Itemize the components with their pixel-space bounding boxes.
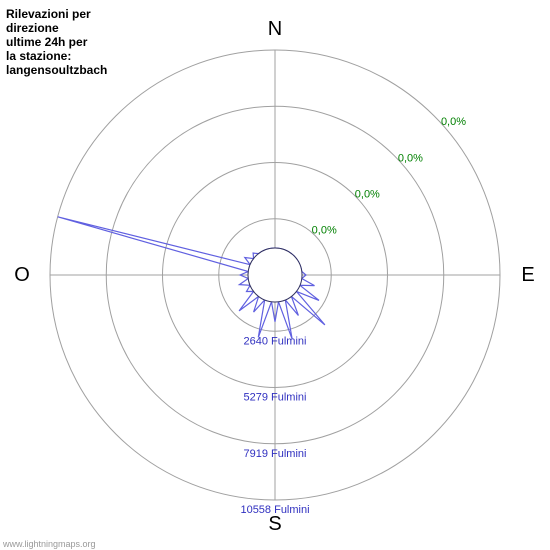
ring-label-upper: 0,0% xyxy=(312,225,337,237)
ring-label-upper: 0,0% xyxy=(355,189,380,201)
cardinal-O: O xyxy=(14,264,30,286)
ring-label-lower: 7919 Fulmini xyxy=(244,448,307,460)
ring-label-upper: 0,0% xyxy=(398,152,423,164)
chart-title-line: langensoultzbach xyxy=(6,63,107,77)
chart-title-line: ultime 24h per xyxy=(6,35,88,49)
cardinal-N: N xyxy=(268,18,282,40)
chart-title-line: Rilevazioni per xyxy=(6,7,91,21)
cardinal-S: S xyxy=(268,513,281,535)
chart-title-line: direzione xyxy=(6,21,59,35)
ring-label-upper: 0,0% xyxy=(441,116,466,128)
chart-title-line: la stazione: xyxy=(6,49,71,63)
footer-attribution: www.lightningmaps.org xyxy=(2,539,96,549)
polar-chart: N S E O 0,0% 0,0% 0,0% 0,0% 2640 Fulmini 5279 Ful… xyxy=(0,0,550,550)
ring-label-lower: 5279 Fulmini xyxy=(244,392,307,404)
ring-label-lower: 2640 Fulmini xyxy=(244,335,307,347)
ring-label-lower: 10558 Fulmini xyxy=(240,504,309,516)
center-hole xyxy=(248,248,302,302)
cardinal-E: E xyxy=(521,264,534,286)
